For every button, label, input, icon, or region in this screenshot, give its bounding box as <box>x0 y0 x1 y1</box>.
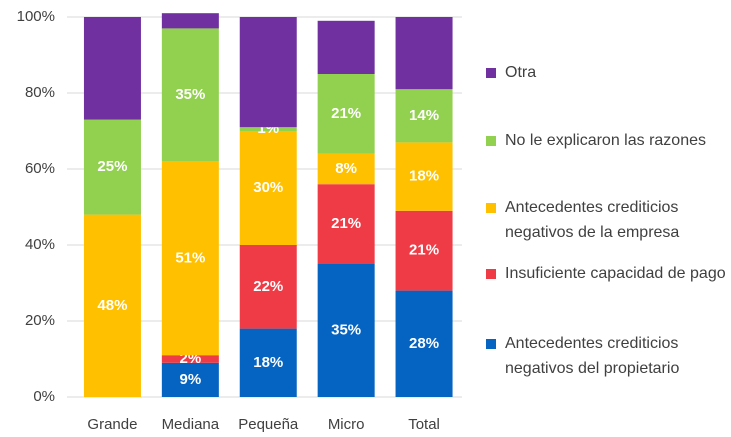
data-label: 25% <box>97 158 127 175</box>
legend-swatch <box>486 339 496 349</box>
data-label: 35% <box>331 321 361 338</box>
bar-segment <box>83 17 141 120</box>
y-tick-label: 80% <box>25 84 55 101</box>
bar-segment <box>395 89 453 143</box>
bar-segment <box>317 74 375 154</box>
data-label: 14% <box>409 107 439 124</box>
data-label: 18% <box>253 354 283 371</box>
legend-swatch <box>486 269 496 279</box>
bar-segment <box>239 245 297 329</box>
bar-segment <box>395 210 453 291</box>
x-tick-label: Grande <box>87 416 137 433</box>
legend-item: Antecedentes crediticios negativos del p… <box>486 331 726 381</box>
legend-label: Antecedentes crediticios negativos del p… <box>505 335 680 377</box>
x-tick-label: Mediana <box>162 416 220 433</box>
data-label: 9% <box>180 371 202 388</box>
bar-segment <box>317 264 375 397</box>
legend-label: Otra <box>505 64 537 81</box>
data-label: 8% <box>335 160 357 177</box>
legend-item: Insuficiente capacidad de pago <box>486 261 726 286</box>
x-tick-label: Pequeña <box>238 416 299 433</box>
legend-label: Antecedentes crediticios negativos de la… <box>505 199 680 241</box>
bar-segment <box>395 142 453 211</box>
bar-segment <box>317 153 375 185</box>
bar-segment <box>239 328 297 397</box>
data-label: 51% <box>175 249 205 266</box>
legend-label: Insuficiente capacidad de pago <box>505 265 726 282</box>
data-label: 18% <box>409 168 439 185</box>
data-label: 35% <box>175 86 205 103</box>
data-label: 21% <box>331 105 361 122</box>
bar-segment <box>239 17 297 128</box>
legend-item: Otra <box>486 60 726 85</box>
bar-segment <box>161 362 219 397</box>
bar-segment <box>239 131 297 245</box>
data-label: 30% <box>253 179 283 196</box>
bar-segment <box>395 290 453 397</box>
bar-segment <box>161 13 219 29</box>
y-tick-label: 0% <box>33 388 55 405</box>
bar-segment <box>161 28 219 162</box>
y-tick-label: 60% <box>25 160 55 177</box>
bar-segment <box>161 161 219 356</box>
x-tick-label: Total <box>408 416 440 433</box>
bar-segment <box>83 119 141 215</box>
legend-item: No le explicaron las razones <box>486 128 726 153</box>
bar-segment <box>317 20 375 74</box>
y-tick-label: 100% <box>17 8 55 25</box>
legend-item: Antecedentes crediticios negativos de la… <box>486 195 726 245</box>
y-tick-label: 40% <box>25 236 55 253</box>
bar-segment <box>239 127 297 131</box>
data-label: 21% <box>331 215 361 232</box>
legend-swatch <box>486 203 496 213</box>
bar-segment <box>83 214 141 397</box>
data-label: 48% <box>97 297 127 314</box>
data-label: 28% <box>409 335 439 352</box>
legend-swatch <box>486 68 496 78</box>
bar-segment <box>317 184 375 264</box>
bar-segment <box>395 17 453 90</box>
bar-segment <box>161 355 219 363</box>
legend-label: No le explicaron las razones <box>505 132 706 149</box>
data-label: 22% <box>253 278 283 295</box>
y-tick-label: 20% <box>25 312 55 329</box>
data-label: 21% <box>409 242 439 259</box>
legend-swatch <box>486 136 496 146</box>
x-tick-label: Micro <box>328 416 365 433</box>
